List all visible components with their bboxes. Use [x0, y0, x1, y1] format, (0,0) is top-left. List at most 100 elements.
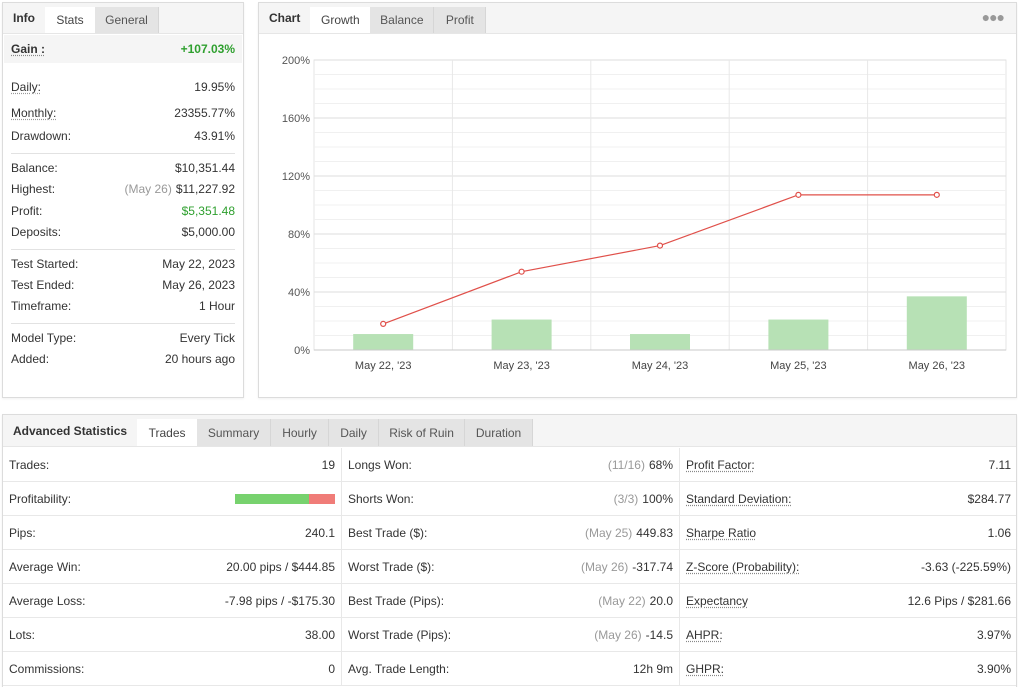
tab-balance[interactable]: Balance: [370, 7, 435, 33]
stat-note: (11/16): [607, 458, 645, 472]
table-cell: Commissions: 0: [3, 652, 341, 686]
y-tick-label: 0%: [294, 345, 310, 357]
stat-value: 1 Hour: [198, 299, 235, 313]
stat-label: Average Loss:: [9, 594, 86, 608]
tab-trades[interactable]: Trades: [137, 419, 198, 446]
stat-value: $5,351.48: [181, 204, 235, 218]
stat-value-text: -14.5: [645, 628, 673, 642]
stat-row-test-ended: Test Ended: May 26, 2023: [11, 277, 235, 293]
table-cell: Shorts Won: (3/3) 100%: [341, 482, 679, 516]
stat-row-profit: Profit: $5,351.48: [11, 203, 235, 219]
stat-value-text: 20.00 pips / $444.85: [226, 560, 335, 574]
stat-value: 1.06: [988, 526, 1011, 540]
stat-label: Test Started:: [11, 257, 79, 271]
tab-risk-of-ruin[interactable]: Risk of Ruin: [379, 419, 466, 446]
stat-value: May 22, 2023: [162, 257, 235, 271]
stat-value-text: $284.77: [967, 492, 1011, 506]
tab-profit[interactable]: Profit: [434, 7, 487, 33]
stat-label: Z-Score (Probability):: [686, 560, 800, 574]
tab-hourly[interactable]: Hourly: [271, 419, 330, 446]
stat-label: Daily:: [11, 80, 42, 94]
stat-label: Deposits:: [11, 225, 62, 239]
gain-row: Gain : +107.03%: [4, 35, 242, 63]
more-horizontal-icon[interactable]: ●●●: [981, 9, 1005, 25]
divider: [11, 323, 235, 324]
table-cell: Lots: 38.00: [3, 618, 341, 652]
tab-stats[interactable]: Stats: [45, 7, 95, 33]
table-cell: Worst Trade (Pips): (May 26) -14.5: [341, 618, 679, 652]
stat-label: Balance:: [11, 161, 58, 175]
stat-label: Timeframe:: [11, 299, 72, 313]
stat-note: (May 26): [124, 182, 172, 196]
tab-chart[interactable]: Chart: [269, 11, 301, 25]
table-cell: Trades: 19: [3, 448, 341, 482]
tab-advanced-statistics[interactable]: Advanced Statistics: [13, 423, 128, 438]
stat-label: Monthly:: [11, 106, 57, 120]
profitability-lost-fill: [309, 494, 335, 504]
stat-value: 19: [322, 458, 335, 472]
tab-growth[interactable]: Growth: [310, 7, 371, 33]
y-tick-label: 40%: [288, 287, 310, 299]
growth-point: [795, 191, 802, 198]
stat-value: (3/3) 100%: [614, 492, 673, 506]
stat-note: (May 26): [594, 628, 642, 642]
stat-value: 43.91%: [194, 129, 235, 143]
stat-value: 20.00 pips / $444.85: [226, 560, 335, 574]
stat-label: Worst Trade ($):: [348, 560, 435, 574]
stat-label: Pips:: [9, 526, 36, 540]
stat-label: Profit:: [11, 204, 43, 218]
stat-label: Profitability:: [9, 492, 72, 506]
stat-row-added: Added: 20 hours ago: [11, 351, 235, 367]
tab-duration[interactable]: Duration: [465, 419, 534, 446]
stat-value-text: -3.63 (-225.59%): [920, 560, 1011, 574]
stat-value-text: 19: [321, 458, 335, 472]
stat-value-text: 0: [328, 662, 335, 676]
stat-value: (11/16) 68%: [608, 458, 673, 472]
stat-note: (May 22): [598, 594, 646, 608]
x-tick-label: May 24, '23: [632, 360, 689, 372]
stat-value: 0: [328, 662, 335, 676]
chart-tabbar: Chart Growth Balance Profit: [259, 3, 1016, 34]
table-row: Profitability: Shorts Won: (3/3) 100% Standa…: [3, 482, 1016, 516]
tab-daily[interactable]: Daily: [329, 419, 380, 446]
stat-row-model-type: Model Type: Every Tick: [11, 330, 235, 346]
table-cell: Average Win: 20.00 pips / $444.85: [3, 550, 341, 584]
info-tabbar: Info Stats General: [3, 3, 243, 34]
stat-label: Test Ended:: [11, 278, 75, 292]
stat-label: AHPR:: [686, 628, 723, 642]
stat-value-text: 3.97%: [976, 628, 1011, 642]
stat-label: Worst Trade (Pips):: [348, 628, 452, 642]
stat-value: Every Tick: [179, 331, 235, 345]
y-tick-label: 80%: [288, 229, 310, 241]
stat-value-text: 68%: [648, 458, 673, 472]
growth-point: [518, 268, 525, 275]
stat-label: Shorts Won:: [348, 492, 414, 506]
advanced-statistics-panel: Advanced Statistics Trades Summary Hourl…: [2, 414, 1017, 687]
x-tick-label: May 23, '23: [493, 360, 550, 372]
stat-value: 3.97%: [977, 628, 1011, 642]
table-cell: Sharpe Ratio 1.06: [679, 516, 1017, 550]
table-cell: Longs Won: (11/16) 68%: [341, 448, 679, 482]
x-tick-label: May 22, '23: [355, 360, 412, 372]
stat-value-text: 38.00: [304, 628, 335, 642]
stat-label: Lots:: [9, 628, 36, 642]
stat-label: Average Win:: [9, 560, 81, 574]
stat-value-text: 12.6 Pips / $281.66: [907, 594, 1011, 608]
tab-info[interactable]: Info: [13, 11, 35, 25]
stat-value: 12.6 Pips / $281.66: [908, 594, 1011, 608]
table-row: Pips: 240.1 Best Trade ($): (May 25) 449.83 S…: [3, 516, 1016, 550]
profitability-won-fill: [235, 494, 309, 504]
tab-general[interactable]: General: [95, 7, 159, 33]
table-cell: Worst Trade ($): (May 26) -317.74: [341, 550, 679, 584]
stat-value: 19.95%: [194, 80, 235, 94]
y-tick-label: 160%: [282, 113, 310, 125]
stat-row-drawdown: Drawdown: 43.91%: [11, 128, 235, 144]
stat-value: (May 22) 20.0: [598, 594, 673, 608]
stat-value-text: 449.83: [636, 526, 673, 540]
stat-row-balance: Balance: $10,351.44: [11, 160, 235, 176]
stat-label: Drawdown:: [11, 129, 72, 143]
stat-label: Commissions:: [9, 662, 85, 676]
tab-summary[interactable]: Summary: [197, 419, 272, 446]
stat-value: 20 hours ago: [164, 352, 235, 366]
stat-value-text: -317.74: [632, 560, 673, 574]
